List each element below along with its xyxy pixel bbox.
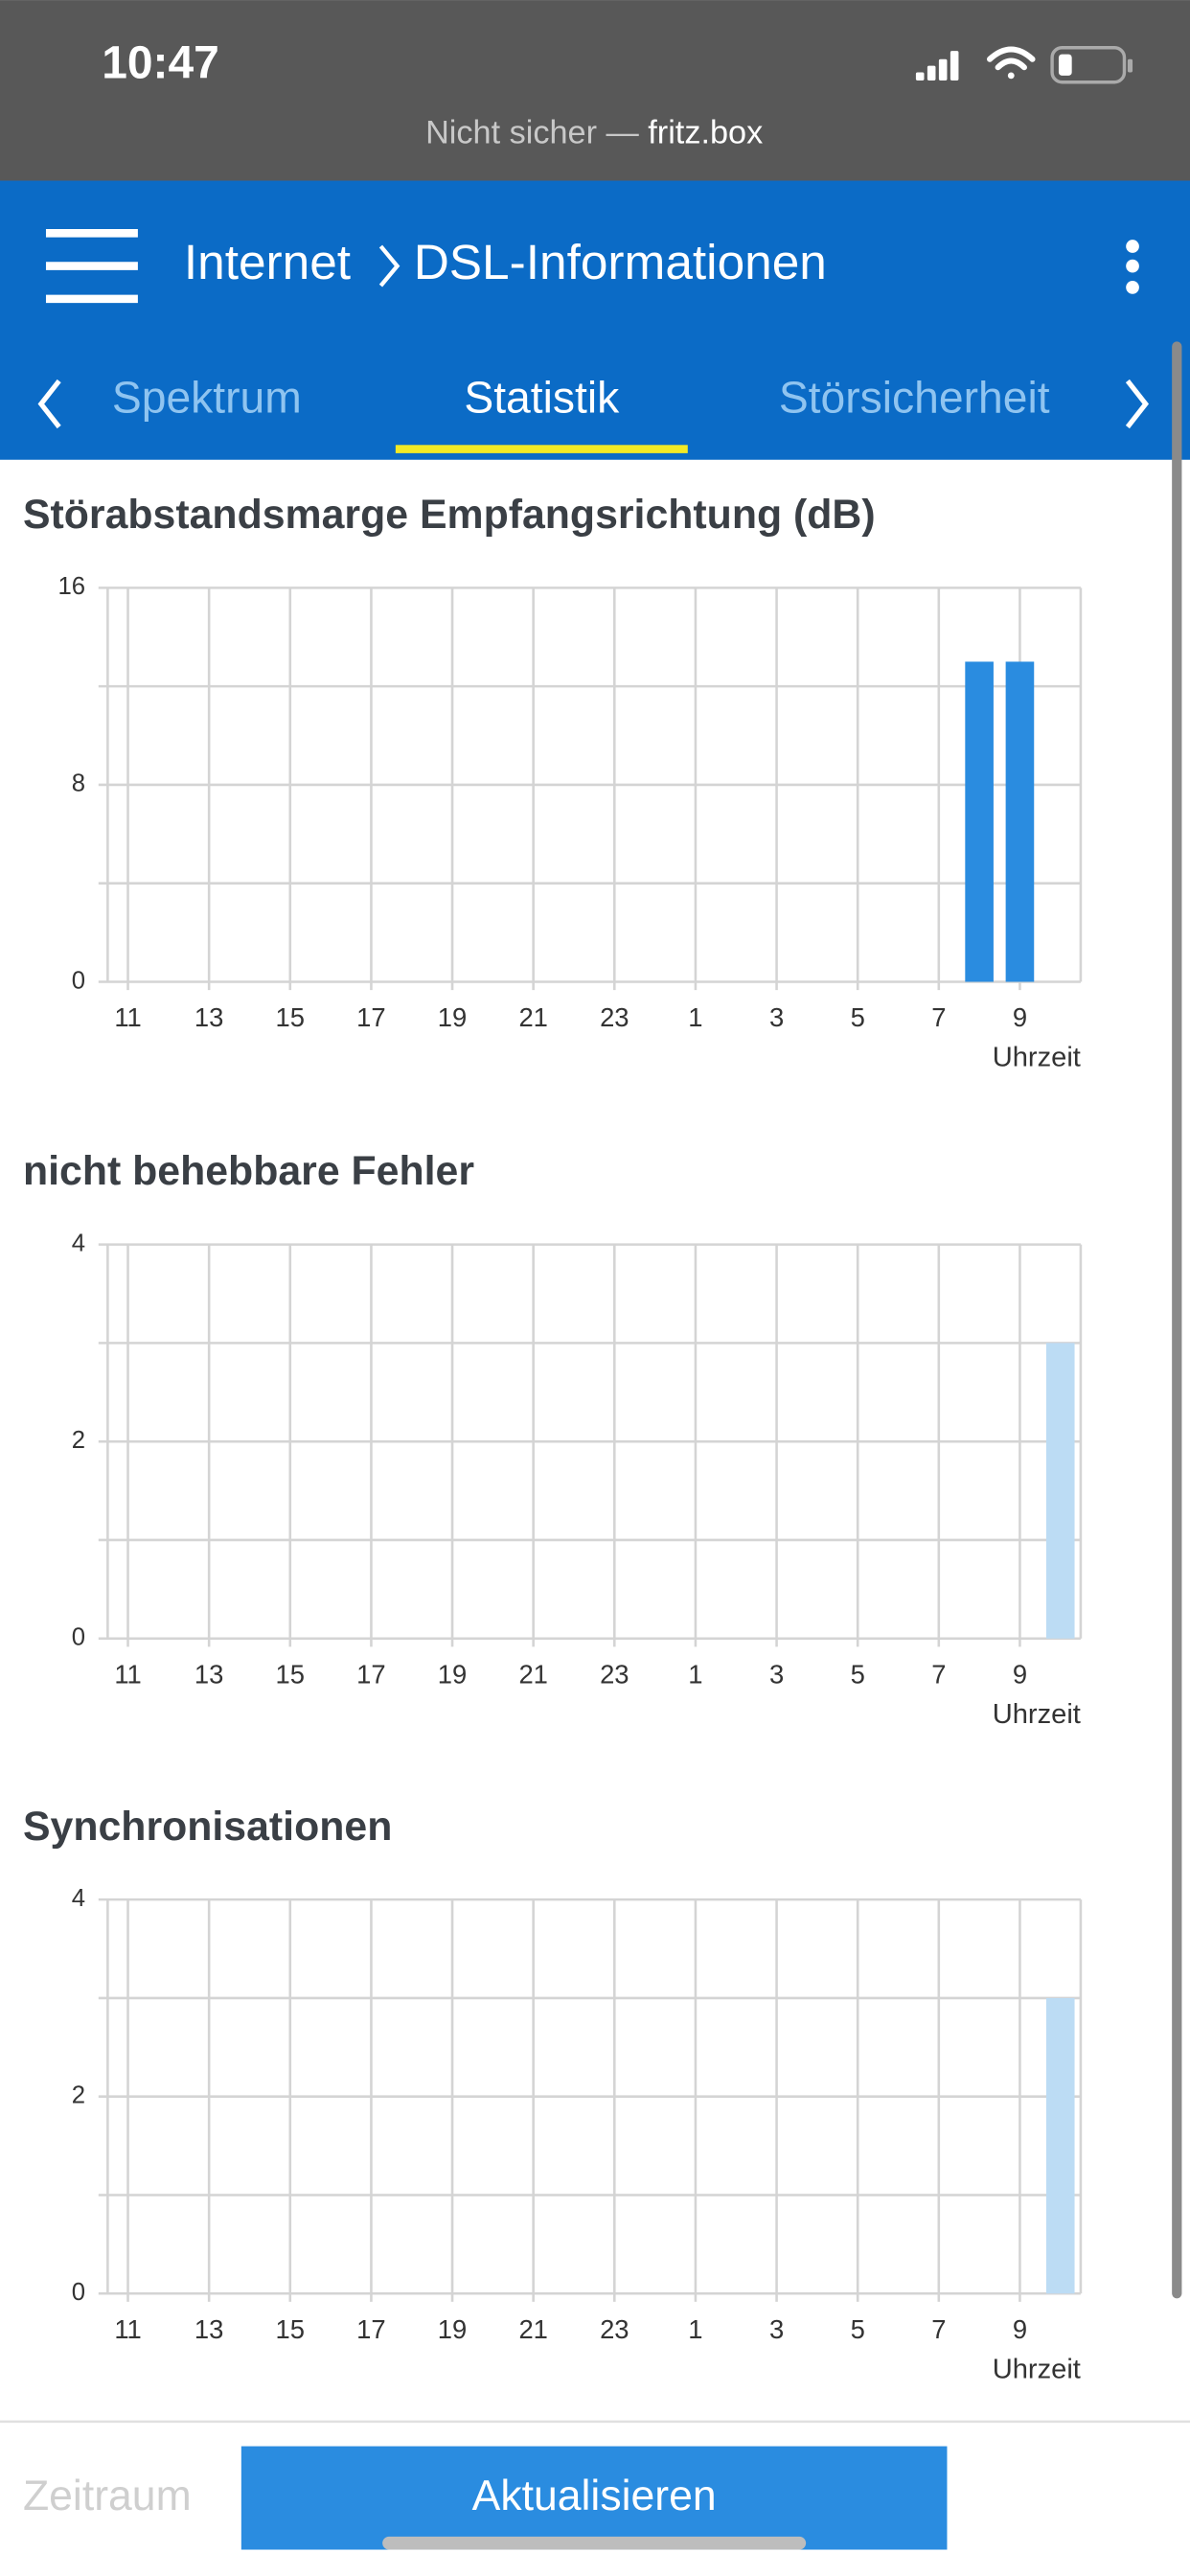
x-tick-label: 17: [356, 2314, 385, 2344]
url-label: Nicht sicher —: [425, 115, 639, 151]
battery-icon: [1050, 46, 1133, 84]
tab[interactable]: Spektrum: [112, 372, 302, 422]
x-tick-label: 7: [931, 2314, 946, 2344]
x-tick-label: 9: [1013, 2314, 1027, 2344]
x-tick-label: 5: [851, 2314, 865, 2344]
scrollbar: [1172, 341, 1182, 2299]
charts: Störabstandsmarge Empfangsrichtung (dB) 0…: [23, 492, 1083, 2384]
y-tick-label: 0: [72, 1624, 85, 1651]
x-tick-label: 11: [114, 1002, 141, 1032]
home-indicator: [382, 2536, 807, 2550]
tab-next[interactable]: [1125, 379, 1150, 429]
status-bar: [0, 0, 1190, 181]
x-tick-label: 3: [769, 2314, 784, 2344]
bar: [1005, 661, 1035, 982]
x-axis-label: Uhrzeit: [993, 2354, 1081, 2384]
bar: [1045, 1997, 1075, 2294]
y-tick-label: 4: [72, 1230, 85, 1256]
x-tick-label: 21: [518, 1659, 547, 1689]
x-tick-label: 9: [1013, 1002, 1027, 1032]
x-tick-label: 11: [114, 2314, 141, 2344]
x-axis-label: Uhrzeit: [993, 1043, 1081, 1073]
signal-icon: [915, 51, 959, 81]
x-tick-label: 5: [851, 1659, 865, 1689]
bar: [1045, 1343, 1075, 1639]
y-tick-label: 0: [72, 967, 85, 994]
header: [0, 180, 1190, 460]
x-tick-label: 19: [438, 1659, 467, 1689]
breadcrumb-separator: [378, 244, 400, 288]
y-tick-label: 0: [72, 2279, 85, 2306]
more-button[interactable]: [1126, 240, 1139, 294]
x-tick-label: 1: [688, 1002, 702, 1032]
time: 10:47: [102, 37, 219, 88]
x-tick-label: 23: [600, 2314, 629, 2344]
x-tick-label: 21: [518, 1002, 547, 1032]
x-tick-label: 23: [600, 1659, 629, 1689]
x-tick-label: 15: [276, 2314, 305, 2344]
x-tick-label: 17: [356, 1659, 385, 1689]
y-tick-label: 16: [58, 573, 86, 600]
x-tick-label: 3: [769, 1659, 784, 1689]
chart-title: Synchronisationen: [23, 1804, 392, 1850]
x-tick-label: 5: [851, 1002, 865, 1032]
x-tick-label: 1: [688, 2314, 702, 2344]
tab-prev[interactable]: [37, 379, 61, 429]
breadcrumb-item[interactable]: Internet: [184, 234, 351, 289]
wifi-icon: [987, 46, 1036, 80]
y-tick-label: 8: [72, 770, 85, 797]
url-host: fritz.box: [648, 115, 763, 151]
breadcrumb-item: DSL-Informationen: [414, 234, 827, 289]
x-tick-label: 7: [931, 1002, 946, 1032]
x-tick-label: 9: [1013, 1659, 1027, 1689]
x-tick-label: 23: [600, 1002, 629, 1032]
x-tick-label: 1: [688, 1659, 702, 1689]
x-tick-label: 13: [195, 1002, 223, 1032]
tab[interactable]: Störsicherheit: [779, 372, 1050, 422]
x-tick-label: 21: [518, 2314, 547, 2344]
bar: [965, 661, 994, 982]
x-tick-label: 19: [438, 2314, 467, 2344]
x-tick-label: 7: [931, 1659, 946, 1689]
x-tick-label: 13: [195, 1659, 223, 1689]
tab-active[interactable]: Statistik: [464, 372, 620, 422]
y-tick-label: 4: [72, 1885, 85, 1912]
y-tick-label: 2: [72, 2082, 85, 2108]
x-tick-label: 11: [114, 1659, 141, 1689]
menu-button[interactable]: [45, 229, 138, 304]
chart-title: nicht behebbare Fehler: [23, 1148, 474, 1194]
x-tick-label: 3: [769, 1002, 784, 1032]
refresh-button[interactable]: [240, 2446, 948, 2550]
x-tick-label: 15: [276, 1659, 305, 1689]
y-tick-label: 2: [72, 1427, 85, 1454]
x-tick-label: 17: [356, 1002, 385, 1032]
period-label[interactable]: Zeitraum: [23, 2472, 192, 2519]
x-tick-label: 19: [438, 1002, 467, 1032]
x-axis-label: Uhrzeit: [993, 1699, 1081, 1730]
refresh-button-label: Aktualisieren: [472, 2472, 717, 2519]
x-tick-label: 15: [276, 1002, 305, 1032]
chart-title: Störabstandsmarge Empfangsrichtung (dB): [23, 492, 876, 538]
url-bar[interactable]: Nicht sicher — fritz.box: [425, 115, 763, 151]
tab-indicator: [395, 445, 688, 453]
x-tick-label: 13: [195, 2314, 223, 2344]
